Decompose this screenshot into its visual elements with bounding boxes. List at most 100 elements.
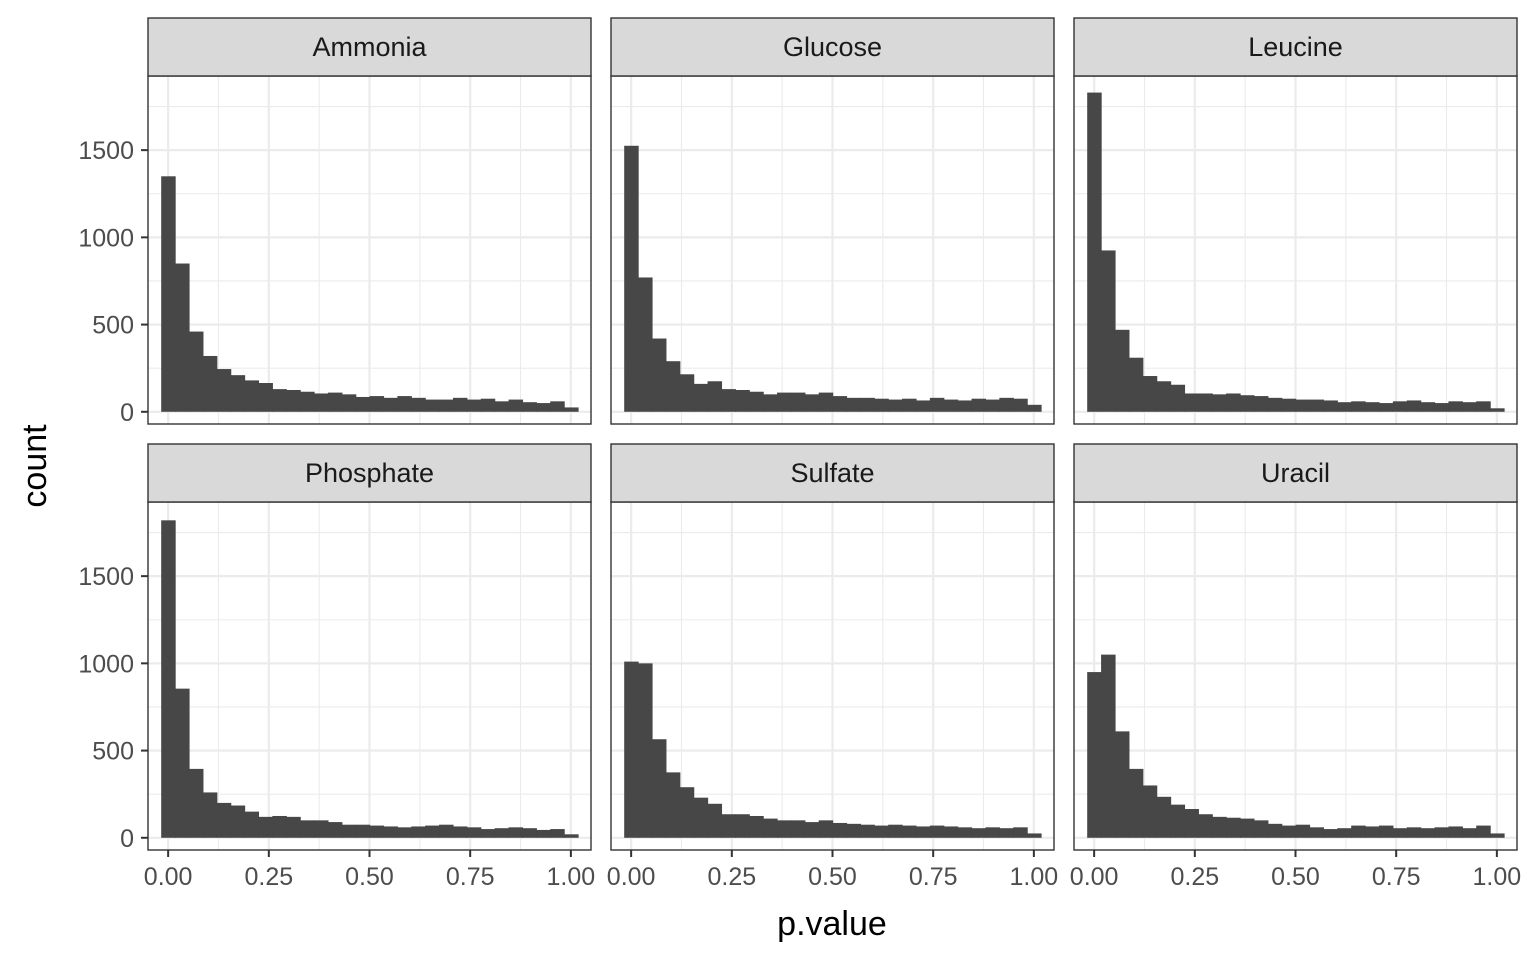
histogram-bar xyxy=(286,389,301,412)
histogram-bar xyxy=(300,391,315,412)
histogram-bar xyxy=(1198,814,1213,838)
x-tick-label: 0.75 xyxy=(909,863,958,891)
histogram-bar xyxy=(804,394,820,412)
histogram-bar xyxy=(999,828,1014,838)
histogram-bar xyxy=(1406,400,1422,412)
histogram-bar xyxy=(818,820,834,838)
histogram-bar xyxy=(693,383,709,412)
histogram-bar xyxy=(1337,402,1352,412)
x-tick-label: 0.25 xyxy=(244,863,293,891)
histogram-bar xyxy=(550,401,565,412)
histogram-bar xyxy=(286,816,301,838)
histogram-bar xyxy=(327,392,343,412)
histogram-bar xyxy=(832,822,848,838)
histogram-bar xyxy=(188,331,204,412)
histogram-bar xyxy=(369,825,385,838)
facet-panel-uracil: Uracil 0.00 0.25 0.50 0.75 1.00 xyxy=(1070,443,1522,891)
histogram-bar xyxy=(508,827,524,838)
histogram-bar xyxy=(749,815,764,838)
histogram-bar xyxy=(1406,827,1422,838)
histogram-bar xyxy=(466,827,482,838)
histogram-bar xyxy=(216,369,232,412)
histogram-bar xyxy=(1128,768,1144,838)
histogram-bar xyxy=(777,820,792,838)
histogram-bar xyxy=(693,797,709,838)
histogram-bar xyxy=(1240,818,1255,838)
histogram-bar xyxy=(522,828,537,838)
histogram-bar xyxy=(971,828,987,838)
histogram-bar xyxy=(508,399,524,412)
histogram-bar xyxy=(1351,401,1366,412)
histogram-bar xyxy=(1420,828,1436,838)
histogram-bar xyxy=(258,816,273,838)
histogram-bar xyxy=(383,397,398,412)
y-tick-label: 1500 xyxy=(78,563,134,591)
histogram-bar xyxy=(1114,329,1130,412)
histogram-bar xyxy=(564,834,579,838)
histogram-bar xyxy=(202,792,218,838)
histogram-bar xyxy=(439,399,454,412)
histogram-bar xyxy=(439,824,454,838)
histogram-bar xyxy=(638,277,653,412)
histogram-bar xyxy=(161,520,176,838)
histogram-bar xyxy=(216,802,232,838)
x-tick-label: 1.00 xyxy=(1473,863,1522,891)
histogram-bar xyxy=(1142,376,1158,412)
histogram-bar xyxy=(874,398,889,412)
histogram-bar xyxy=(258,383,273,412)
histogram-bar xyxy=(1226,393,1241,412)
y-tick-label: 1000 xyxy=(78,650,134,678)
histogram-bar xyxy=(397,396,412,412)
histogram-bar xyxy=(1128,357,1144,412)
histogram-bar xyxy=(888,824,903,838)
histogram-bar xyxy=(1267,397,1283,412)
histogram-bar xyxy=(1087,92,1102,412)
histogram-bar xyxy=(1170,804,1186,838)
facet-strip-label: Sulfate xyxy=(790,458,874,488)
histogram-bar xyxy=(735,389,750,412)
histogram-bar xyxy=(1101,250,1116,412)
histogram-bar xyxy=(355,824,371,838)
facet-strip-label: Phosphate xyxy=(305,458,434,488)
histogram-bar xyxy=(651,739,667,838)
histogram-bar xyxy=(397,827,412,838)
histogram-bar xyxy=(1490,833,1505,838)
histogram-bar xyxy=(1281,398,1297,412)
x-tick-label: 0.00 xyxy=(144,863,193,891)
histogram-bar xyxy=(832,396,848,412)
histogram-bar xyxy=(902,825,917,838)
histogram-bar xyxy=(1101,654,1116,838)
histogram-bar xyxy=(1142,785,1158,838)
x-tick-label: 0.50 xyxy=(808,863,857,891)
histogram-bar xyxy=(1309,827,1324,838)
histogram-bar xyxy=(679,787,695,838)
histogram-bar xyxy=(721,814,736,838)
histogram-bar xyxy=(1253,396,1269,412)
histogram-bar xyxy=(175,263,190,412)
histogram-bar xyxy=(790,820,806,838)
histogram-bar xyxy=(721,389,736,412)
facet-strip xyxy=(1073,443,1518,503)
histogram-bar xyxy=(188,768,204,838)
histogram-bar xyxy=(272,815,287,838)
x-tick-label: 0.25 xyxy=(1170,863,1219,891)
histogram-bar xyxy=(244,380,260,412)
histogram-bar xyxy=(763,394,778,412)
y-tick-label: 500 xyxy=(92,738,134,766)
histogram-bar xyxy=(369,396,385,412)
histogram-bar xyxy=(1309,399,1324,412)
histogram-bar xyxy=(1212,816,1227,838)
histogram-bar xyxy=(1490,408,1505,412)
histogram-bar xyxy=(1295,824,1311,838)
facet-strip xyxy=(147,443,592,503)
histogram-bar xyxy=(874,825,889,838)
histogram-bar xyxy=(957,400,973,412)
y-axis-title: count xyxy=(16,424,54,508)
y-tick-label: 1500 xyxy=(78,137,134,165)
histogram-bar xyxy=(985,827,1000,838)
histogram-bar xyxy=(1392,401,1408,412)
histogram-bar xyxy=(651,338,667,412)
histogram-bar xyxy=(1434,403,1450,412)
histogram-bar xyxy=(452,826,468,838)
